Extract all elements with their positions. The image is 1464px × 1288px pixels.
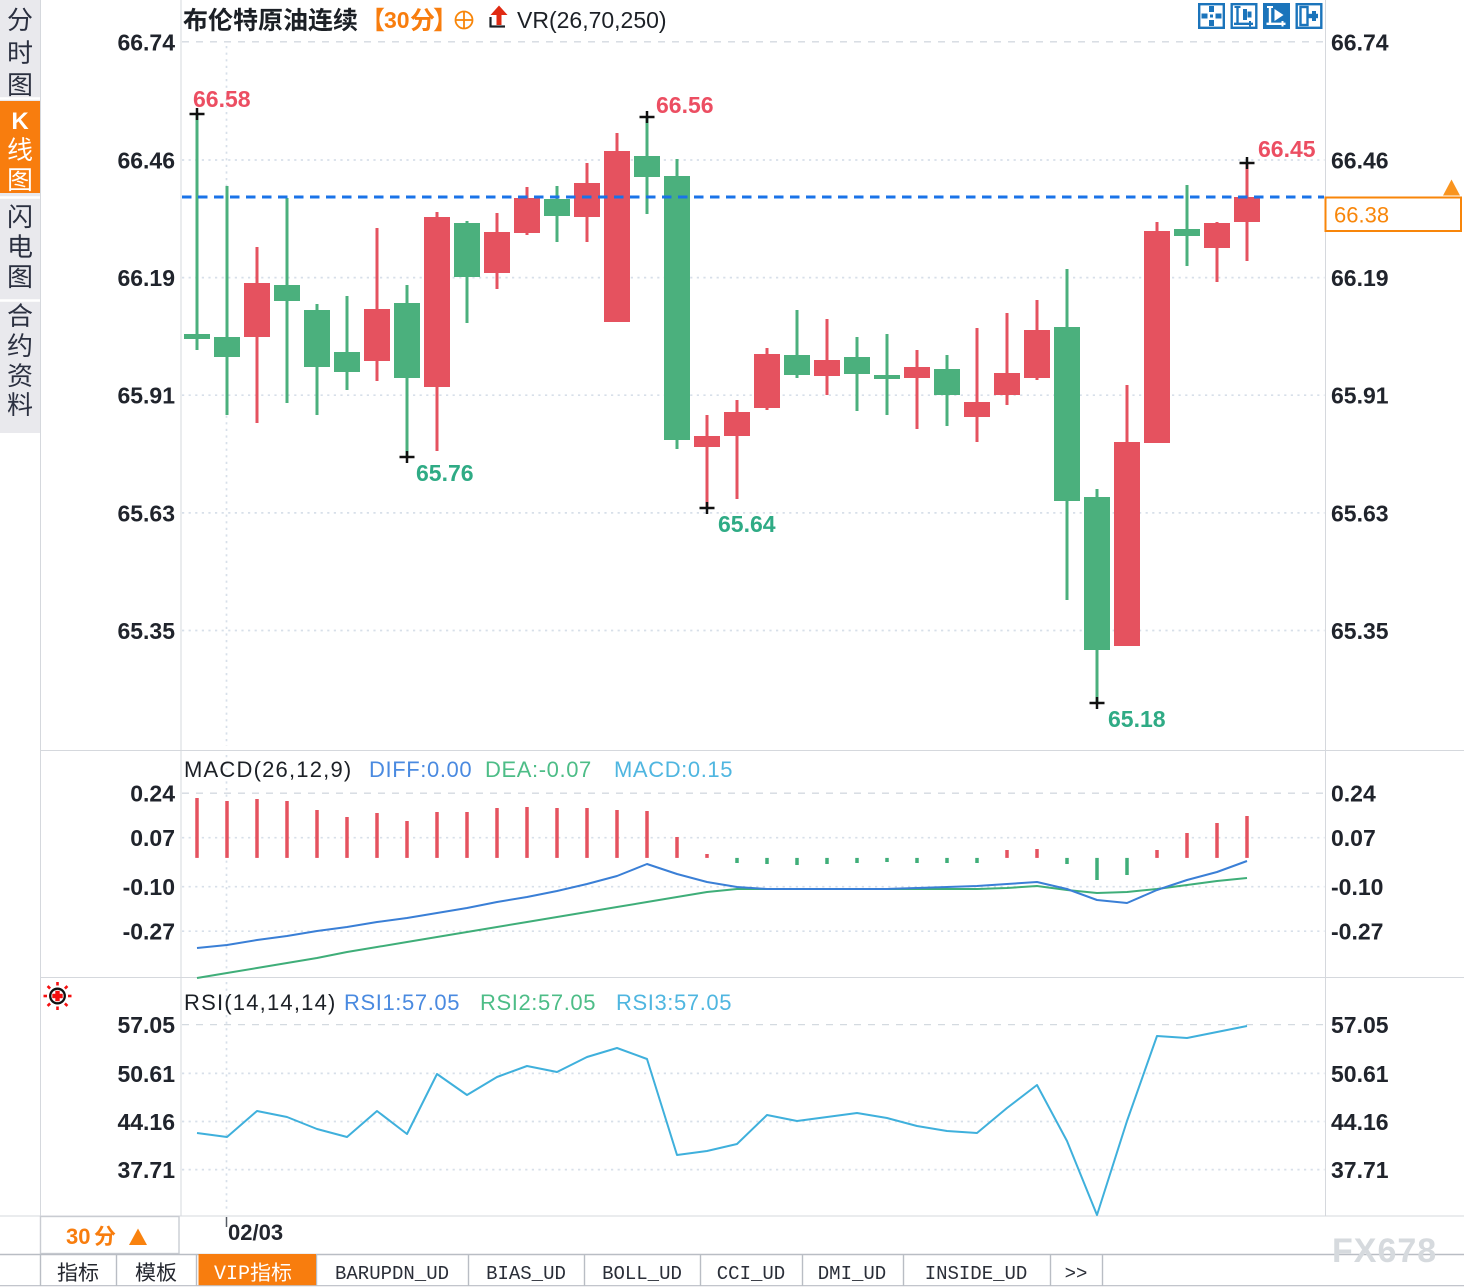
svg-text:INSIDE_UD: INSIDE_UD	[925, 1263, 1028, 1285]
svg-text:BIAS_UD: BIAS_UD	[486, 1263, 566, 1285]
svg-text:RSI(14,14,14): RSI(14,14,14)	[184, 990, 337, 1015]
svg-text:-0.27: -0.27	[1331, 919, 1383, 945]
svg-text:65.35: 65.35	[117, 618, 175, 644]
svg-text:0.07: 0.07	[130, 825, 175, 851]
svg-text:66.74: 66.74	[1331, 29, 1389, 55]
svg-text:65.18: 65.18	[1108, 706, 1166, 732]
svg-text:66.46: 66.46	[1331, 148, 1389, 174]
svg-text:37.71: 37.71	[117, 1157, 175, 1183]
svg-text:RSI3:57.05: RSI3:57.05	[616, 990, 732, 1015]
svg-text:66.19: 66.19	[117, 265, 175, 291]
svg-text:RSI2:57.05: RSI2:57.05	[480, 990, 596, 1015]
svg-text:65.91: 65.91	[1331, 383, 1389, 409]
svg-text:MACD:0.15: MACD:0.15	[614, 757, 733, 782]
svg-text:37.71: 37.71	[1331, 1157, 1389, 1183]
svg-text:30: 30	[384, 7, 410, 33]
svg-text:50.61: 50.61	[1331, 1061, 1389, 1087]
svg-text:66.38: 66.38	[1334, 203, 1389, 228]
svg-text:RSI1:57.05: RSI1:57.05	[344, 990, 460, 1015]
svg-text:44.16: 44.16	[1331, 1109, 1389, 1135]
svg-text:-0.27: -0.27	[123, 919, 175, 945]
svg-text:-0.10: -0.10	[1331, 874, 1383, 900]
svg-text:0.24: 0.24	[1331, 781, 1376, 807]
svg-text:BOLL_UD: BOLL_UD	[602, 1263, 682, 1285]
svg-text:65.91: 65.91	[117, 383, 175, 409]
svg-text:K: K	[11, 108, 29, 135]
svg-text:BARUPDN_UD: BARUPDN_UD	[335, 1263, 449, 1285]
svg-text:66.56: 66.56	[656, 92, 714, 118]
svg-text:DIFF:0.00: DIFF:0.00	[369, 757, 472, 782]
svg-text:-0.10: -0.10	[123, 874, 175, 900]
svg-text:66.46: 66.46	[117, 148, 175, 174]
svg-text:66.19: 66.19	[1331, 265, 1389, 291]
svg-text:50.61: 50.61	[117, 1061, 175, 1087]
svg-text:VIP: VIP	[214, 1263, 250, 1286]
svg-text:65.63: 65.63	[117, 500, 175, 526]
svg-text:02/03: 02/03	[228, 1220, 283, 1245]
svg-text:66.74: 66.74	[117, 29, 175, 55]
svg-text:66.58: 66.58	[193, 86, 251, 112]
svg-text:65.35: 65.35	[1331, 618, 1389, 644]
svg-text:>>: >>	[1065, 1263, 1088, 1285]
svg-text:CCI_UD: CCI_UD	[717, 1263, 785, 1285]
svg-text:DMI_UD: DMI_UD	[818, 1263, 886, 1285]
svg-text:DEA:-0.07: DEA:-0.07	[485, 757, 592, 782]
svg-text:VR(26,70,250): VR(26,70,250)	[517, 7, 667, 33]
svg-text:65.64: 65.64	[718, 511, 776, 537]
svg-text:0.24: 0.24	[130, 781, 175, 807]
svg-text:FX678: FX678	[1332, 1232, 1437, 1270]
svg-text:57.05: 57.05	[117, 1012, 175, 1038]
svg-text:66.45: 66.45	[1258, 136, 1316, 162]
svg-text:57.05: 57.05	[1331, 1012, 1389, 1038]
svg-text:44.16: 44.16	[117, 1109, 175, 1135]
svg-text:MACD(26,12,9): MACD(26,12,9)	[184, 757, 352, 782]
svg-text:30: 30	[66, 1224, 90, 1249]
svg-text:65.63: 65.63	[1331, 500, 1389, 526]
svg-text:0.07: 0.07	[1331, 825, 1376, 851]
svg-text:65.76: 65.76	[416, 460, 474, 486]
